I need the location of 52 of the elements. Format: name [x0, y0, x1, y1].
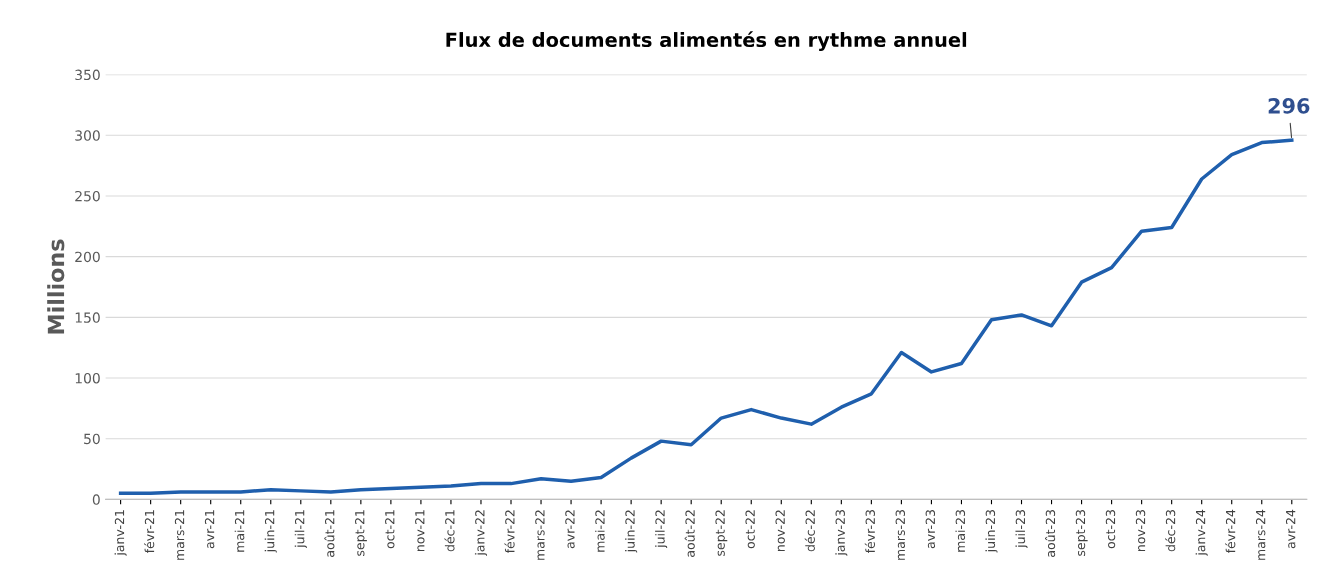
y-tick-label: 150: [75, 312, 100, 323]
x-tick-label: févr-24: [1225, 509, 1236, 554]
y-tick-label: 100: [75, 372, 100, 384]
y-tick-label: 50: [84, 433, 100, 445]
x-tick-label: juin-21: [264, 510, 277, 553]
x-tick-label: sept-23: [1075, 510, 1088, 556]
x-tick-label: févr-22: [504, 510, 515, 554]
x-tick-label: juil-21: [294, 510, 307, 549]
chart-title: Flux de documents alimentés en rythme annuel: [446, 31, 967, 52]
x-tick-label: avr-24: [1285, 509, 1296, 549]
x-tick-label: déc-23: [1165, 510, 1176, 552]
x-tick-label: mai-23: [955, 510, 966, 552]
x-tick-label: mars-23: [895, 510, 906, 560]
x-tick-label: juin-22: [625, 510, 638, 553]
x-tick-label: oct-22: [745, 510, 755, 549]
y-axis-title: Millions: [47, 239, 65, 334]
x-tick-label: juil-22: [655, 510, 668, 549]
x-tick-label: mai-21: [234, 510, 245, 552]
y-tick-label: 300: [75, 130, 100, 141]
x-tick-label: oct-21: [385, 510, 395, 549]
x-tick-label: mai-22: [595, 510, 605, 552]
x-tick-label: juin-23: [985, 510, 998, 553]
x-tick-label: févr-23: [864, 510, 875, 554]
x-tick-label: mars-22: [535, 510, 545, 560]
x-tick-label: févr-21: [144, 510, 155, 554]
x-tick-label: juil-23: [1015, 510, 1028, 549]
x-tick-label: janv-23: [835, 510, 848, 556]
line-series: [118, 138, 1294, 496]
x-tick-label: janv-22: [474, 510, 488, 556]
x-tick-label: nov-21: [415, 510, 425, 552]
x-tick-label: mars-21: [174, 510, 185, 560]
x-tick-label: déc-22: [804, 510, 815, 552]
x-tick-label: nov-23: [1135, 510, 1146, 552]
x-tick-label: janv-24: [1195, 509, 1208, 556]
y-tick-label: 200: [75, 251, 100, 263]
x-tick-label: avr-23: [925, 510, 936, 549]
x-tick-label: août-22: [684, 510, 695, 557]
x-tick-label: avr-21: [204, 510, 215, 549]
y-tick-label: 0: [92, 494, 100, 505]
x-tick-label: août-21: [324, 510, 335, 557]
y-tick-label: 250: [75, 190, 100, 202]
y-tick-label: 350: [75, 69, 100, 81]
x-tick-label: sept-21: [355, 510, 367, 556]
x-tick-label: mars-24: [1255, 509, 1266, 560]
x-tick-label: déc-21: [444, 510, 455, 552]
x-tick-label: avr-22: [565, 510, 575, 549]
x-tick-label: janv-21: [114, 510, 127, 556]
x-tick-label: oct-23: [1105, 510, 1116, 549]
x-tick-label: août-23: [1045, 510, 1056, 557]
x-tick-label: nov-22: [775, 510, 785, 552]
annotation: 296: [1268, 97, 1310, 114]
x-tick-label: sept-22: [715, 510, 728, 556]
